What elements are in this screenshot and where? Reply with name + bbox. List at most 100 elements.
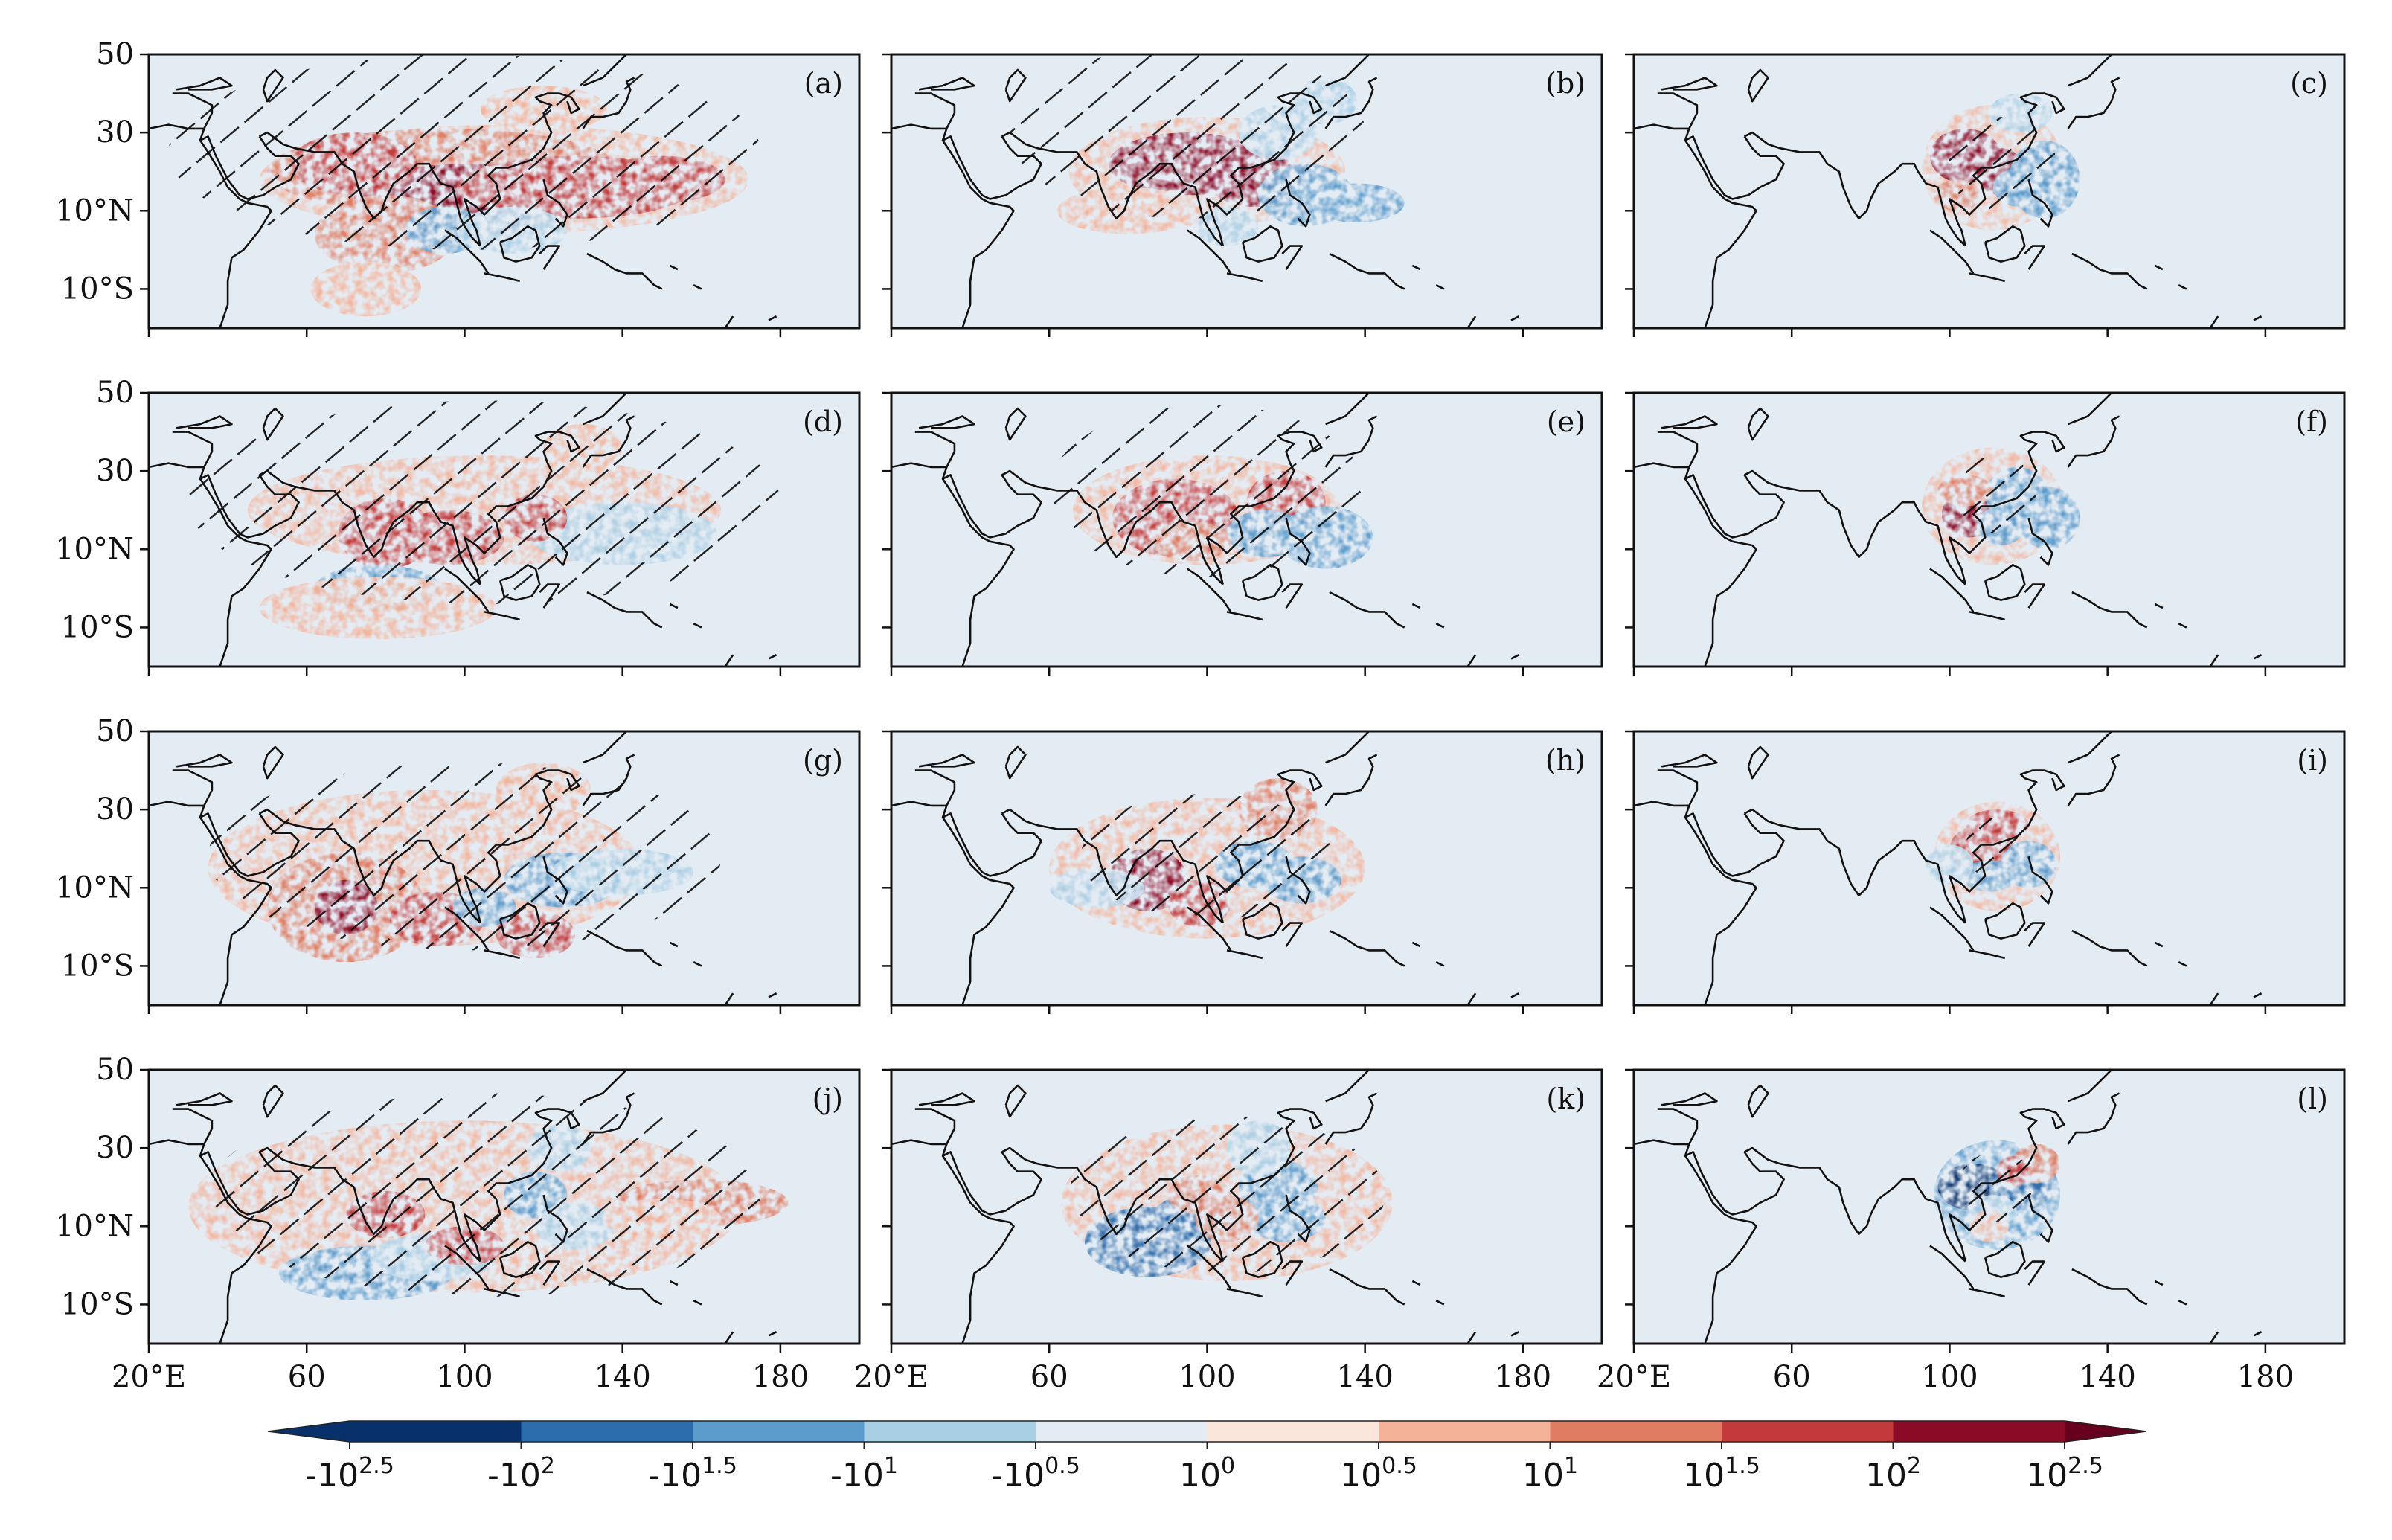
coastline [918, 754, 975, 768]
coastline [768, 992, 777, 998]
coastline [1004, 745, 1027, 780]
map-panel-i: (i) [1625, 730, 2346, 1014]
panel-label: (l) [2297, 1082, 2328, 1115]
coastline [444, 906, 490, 952]
colorbar-level-label: 102 [1865, 1453, 1921, 1495]
panel-label: (i) [2297, 744, 2328, 777]
coastline [1949, 1108, 2065, 1262]
coastline [891, 769, 956, 807]
y-tick-label: 10°N [55, 870, 134, 905]
hatching-k [1068, 1117, 1385, 1274]
panel-label: (b) [1545, 67, 1585, 100]
coastline [2253, 992, 2263, 998]
coastline [539, 245, 561, 270]
coastline [2071, 1268, 2148, 1306]
coastline [1001, 131, 1224, 247]
coastline [1466, 315, 1477, 328]
map-panel-c: (c) [1625, 53, 2346, 337]
coastline [1226, 611, 1263, 621]
coastline [1949, 769, 2065, 923]
coastline [1984, 563, 2026, 601]
coastline [1929, 229, 1975, 275]
coastline [1466, 1331, 1477, 1344]
coastline [1325, 54, 1370, 87]
coastline [586, 591, 663, 629]
coastline [1661, 415, 1718, 429]
x-tick-label: 180 [752, 1360, 809, 1394]
coastline [199, 812, 300, 877]
coastline [942, 135, 1042, 200]
coastline [1206, 92, 1323, 246]
coastline [1324, 1092, 1378, 1145]
coastline [1661, 754, 1718, 768]
x-tick-label: 140 [1336, 1360, 1393, 1394]
coastline [1329, 252, 1405, 290]
colorbar-level-label: 102.5 [2026, 1453, 2103, 1495]
panel-label: (h) [1545, 744, 1585, 777]
coastline [1004, 68, 1027, 103]
coastline [1285, 1194, 1311, 1243]
coastline [768, 1331, 777, 1337]
coastline [1929, 568, 1975, 613]
coastline [2071, 252, 2148, 290]
coastline [262, 407, 284, 441]
coastlines [891, 1070, 1520, 1344]
y-tick-label: 10°S [61, 949, 134, 983]
coastline [942, 1151, 1042, 1216]
coastline [484, 611, 521, 621]
coastline [724, 654, 734, 667]
coastline [1510, 654, 1520, 660]
coastline [2067, 77, 2120, 129]
y-tick-label: 30 [96, 1131, 134, 1165]
coastline [259, 1146, 481, 1263]
coastline [539, 1260, 561, 1286]
coastline [199, 805, 272, 1005]
colorbar-level-label: -101 [830, 1453, 898, 1495]
coastline [669, 1280, 679, 1286]
y-tick-label: 10°N [55, 532, 134, 566]
coastline [1684, 135, 1785, 200]
coastline [918, 415, 975, 429]
panel-label: (d) [803, 405, 843, 438]
map-panel-e: (e) [882, 391, 1603, 676]
hatching-a [168, 54, 761, 250]
coastline [586, 1268, 663, 1306]
y-tick-label: 10°N [55, 1209, 134, 1243]
coastline [464, 431, 580, 585]
colorbar-segment [864, 1421, 1036, 1442]
coastline [498, 225, 541, 263]
panel-frame [1632, 53, 2346, 330]
coastline [1634, 92, 1699, 130]
x-tick-label: 60 [1773, 1360, 1811, 1394]
hatching-c [1946, 117, 2056, 211]
coastline [1510, 1331, 1520, 1337]
field-blob [1926, 844, 1974, 885]
coastline [1684, 128, 1757, 328]
colorbar-segment [1379, 1421, 1551, 1442]
coastline [669, 264, 679, 271]
hatching-l [1957, 1152, 2037, 1223]
coastline [1435, 1300, 1445, 1306]
coastline [1241, 1241, 1283, 1278]
coastline [1747, 68, 1769, 103]
panel-frame [890, 391, 1603, 668]
coastline [1281, 922, 1304, 947]
hatching-b [1010, 54, 1365, 219]
coastline [1411, 1280, 1421, 1286]
coastline [1744, 808, 1966, 924]
x-tick-label: 140 [594, 1360, 650, 1394]
coastline [2253, 1331, 2263, 1337]
coastline [1001, 1146, 1224, 1263]
y-tick-label: 50 [96, 37, 134, 71]
x-tick-label: 100 [1179, 1360, 1235, 1394]
coastline [669, 941, 679, 948]
coastline [1187, 229, 1232, 275]
coastline [199, 135, 300, 200]
panel-frame [890, 1068, 1603, 1345]
coastline [1187, 906, 1232, 952]
y-tick-label: 50 [96, 714, 134, 748]
coastline [1329, 1268, 1405, 1306]
coastline [444, 1245, 490, 1290]
coastline [1684, 1143, 1757, 1344]
